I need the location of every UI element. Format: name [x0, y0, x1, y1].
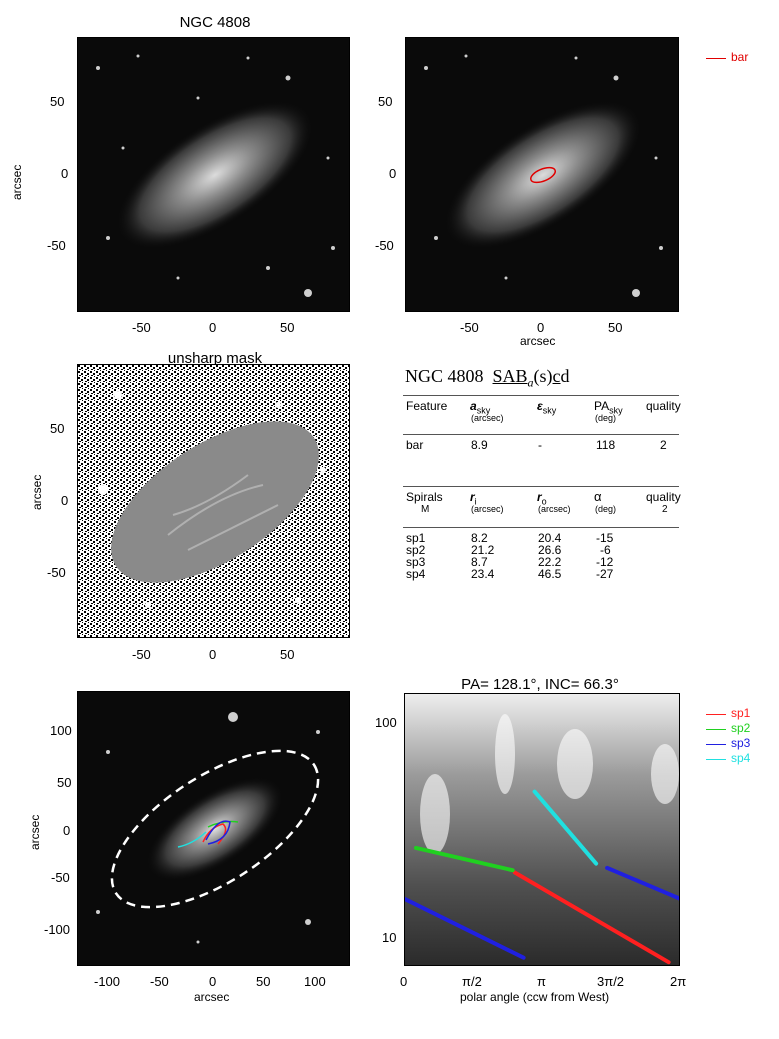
series-line-sp1 [512, 870, 671, 965]
spiral-header-alpha-unit: (deg) [595, 504, 617, 514]
table-title-type-rest: (s) [533, 366, 553, 386]
y-tick: -50 [47, 565, 66, 580]
y-tick: 50 [57, 775, 72, 790]
galaxy-image-panel5 [77, 691, 350, 966]
panel1-ylabel: arcsec [10, 164, 24, 200]
x-tick: -50 [132, 320, 151, 335]
series-layer [405, 789, 679, 965]
y-tick: 0 [63, 823, 71, 838]
panel3-title: unsharp mask [167, 350, 263, 367]
x-tick: -50 [460, 320, 479, 335]
panel2-xlabel: arcsec [520, 334, 556, 348]
galaxy-image-panel1 [77, 37, 350, 312]
series-line-sp4 [532, 789, 599, 866]
series-line-sp3 [405, 897, 526, 960]
galaxy-image-panel2 [405, 37, 679, 312]
galaxy-render-1 [78, 38, 349, 311]
bar-ellipse [529, 166, 557, 184]
table-title-type-sub: a [527, 375, 534, 390]
galaxy-render-2 [406, 38, 678, 311]
y-tick: -50 [375, 238, 394, 253]
polar-plot [404, 693, 680, 966]
x-tick: 100 [304, 974, 326, 989]
y-tick: 50 [50, 421, 65, 436]
bar-header-a: asky [470, 399, 491, 416]
bar-row-pa: 118 [596, 438, 616, 452]
x-tick: 0 [209, 647, 217, 662]
bar-row-feature: bar [406, 438, 424, 452]
series-line-sp3 [605, 865, 679, 901]
unsharp-mask-image [77, 364, 350, 638]
bar-row-quality: 2 [660, 438, 667, 452]
bar-header-pa: PAsky [594, 399, 623, 416]
panel1-title: NGC 4808 [179, 14, 251, 31]
panel6-title: PA= 128.1°, INC= 66.3° [461, 676, 619, 693]
panel6-xlabel: polar angle (ccw from West) [460, 990, 610, 1004]
x-tick: 0 [209, 320, 217, 335]
x-tick: π/2 [462, 974, 482, 989]
x-tick: 50 [280, 320, 295, 335]
spiral-header-spirals: Spirals [406, 490, 443, 504]
table-rule [403, 434, 679, 435]
spiral-header-ri: ri [470, 490, 477, 507]
y-tick: 10 [382, 930, 397, 945]
bar-header-feature: Feature [406, 399, 448, 413]
x-tick: 50 [608, 320, 623, 335]
y-tick: 100 [375, 715, 397, 730]
panel3-ylabel: arcsec [30, 474, 44, 510]
y-tick: 50 [378, 94, 393, 109]
x-tick: 50 [256, 974, 271, 989]
bar-header-quality: quality [646, 399, 681, 413]
bar-header-a-unit: (arcsec) [471, 413, 504, 423]
legend-label-bar: bar [731, 50, 749, 64]
bar-row-eps: - [538, 438, 542, 452]
y-tick: 50 [50, 94, 65, 109]
polar-plot-svg [405, 694, 679, 965]
y-tick: -50 [51, 870, 70, 885]
y-tick: -100 [44, 922, 71, 937]
legend-line-bar [706, 58, 726, 59]
x-tick: 0 [209, 974, 217, 989]
x-tick: 3π/2 [597, 974, 625, 989]
spiral-header-m: M [421, 504, 430, 515]
table-rule [403, 395, 679, 396]
spiral-header-quality: quality [646, 490, 681, 504]
table-rule [403, 486, 679, 487]
panel5-ylabel: arcsec [28, 814, 42, 850]
spiral-header-alpha: α [594, 489, 602, 504]
x-tick: 2π [670, 974, 687, 989]
table-rule [403, 527, 679, 528]
x-tick: 50 [280, 647, 295, 662]
disk-outline-ellipse [110, 749, 320, 909]
bar-header-pa-unit: (deg) [595, 413, 617, 423]
table-title-type-end: d [560, 366, 570, 386]
x-tick: -50 [150, 974, 169, 989]
table-title: NGC 4808 SABa(s)cd [405, 366, 570, 391]
series-line-sp2 [414, 845, 515, 873]
spiral-header-quality-val: 2 [662, 504, 668, 515]
panel5-xlabel: arcsec [194, 990, 230, 1004]
spiral-header-ri-unit: (arcsec) [471, 504, 504, 514]
y-tick: 0 [61, 493, 69, 508]
unsharp-render [78, 365, 349, 637]
table-title-name: NGC 4808 [405, 366, 484, 386]
x-tick: -50 [132, 647, 151, 662]
x-tick: -100 [94, 974, 121, 989]
y-tick: -50 [47, 238, 66, 253]
y-tick: 100 [50, 723, 72, 738]
table-title-type: SAB [492, 366, 528, 386]
galaxy-render-5 [78, 692, 349, 965]
bar-row-a: 8.9 [471, 438, 488, 452]
spiral-header-ro: ro [537, 490, 547, 507]
y-tick: 0 [61, 166, 69, 181]
y-tick: 0 [389, 166, 397, 181]
x-tick: π [537, 974, 546, 989]
bar-header-eps: εsky [537, 399, 557, 416]
spiral-header-ro-unit: (arcsec) [538, 504, 571, 514]
table-title-type-c: c [552, 366, 561, 386]
x-tick: 0 [537, 320, 545, 335]
x-tick: 0 [400, 974, 408, 989]
